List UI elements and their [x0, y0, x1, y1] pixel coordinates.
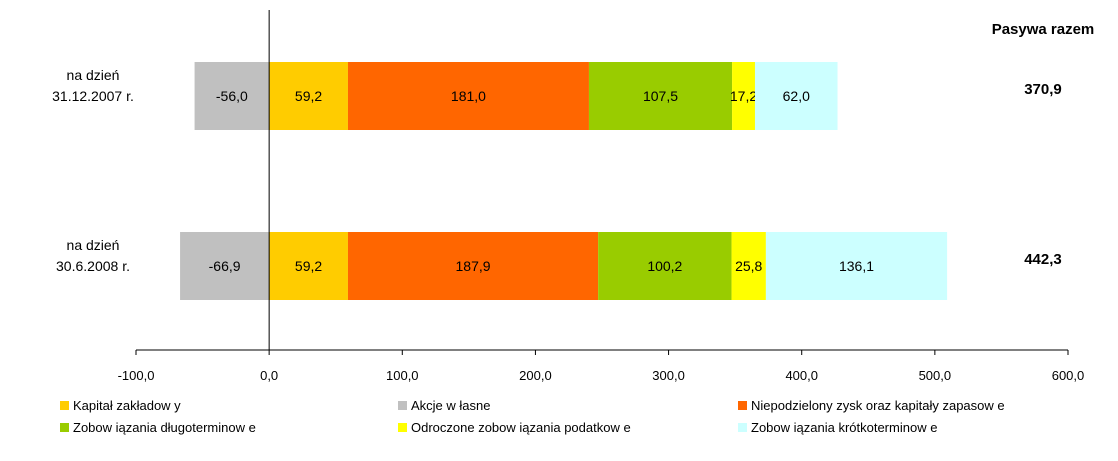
bar-segment	[180, 232, 270, 300]
legend-label: Zobow iązania długoterminow e	[73, 420, 256, 435]
segment-value-label: -56,0	[216, 88, 248, 104]
segment-value-label: 107,5	[643, 88, 678, 104]
segment-value-label: 100,2	[647, 258, 682, 274]
segment-value-label: 62,0	[783, 88, 810, 104]
legend-swatch	[738, 423, 747, 432]
bar-segment	[731, 232, 766, 300]
bar-segment	[598, 232, 732, 300]
legend-label: Odroczone zobow iązania podatkow e	[411, 420, 631, 435]
bar-segment	[194, 62, 270, 130]
segment-value-label: 25,8	[735, 258, 762, 274]
x-tick-label: 500,0	[919, 368, 952, 383]
x-tick-label: -100,0	[118, 368, 155, 383]
x-tick-label: 600,0	[1052, 368, 1085, 383]
legend-swatch	[398, 401, 407, 410]
bar-segment	[588, 62, 733, 130]
legend-label: Akcje w łasne	[411, 398, 490, 413]
segment-value-label: 187,9	[456, 258, 491, 274]
x-tick-label: 100,0	[386, 368, 419, 383]
category-label: 30.6.2008 r.	[56, 258, 130, 274]
bar-segment	[732, 62, 755, 130]
total-value: 442,3	[1024, 251, 1062, 268]
category-label: na dzień	[67, 237, 120, 253]
segment-value-label: -66,9	[209, 258, 241, 274]
x-tick-label: 200,0	[519, 368, 552, 383]
bar-segment	[347, 232, 599, 300]
legend-swatch	[398, 423, 407, 432]
category-label: na dzień	[67, 67, 120, 83]
segment-value-label: 59,2	[295, 88, 322, 104]
segment-value-label: 59,2	[295, 258, 322, 274]
bar-segment	[269, 62, 348, 130]
legend-label: Zobow iązania krótkoterminow e	[751, 420, 937, 435]
legend-swatch	[738, 401, 747, 410]
total-value: 370,9	[1024, 81, 1062, 98]
totals-title: Pasywa razem	[992, 21, 1095, 38]
bar-segment	[765, 232, 948, 300]
legend-swatch	[60, 423, 69, 432]
segment-value-label: 136,1	[839, 258, 874, 274]
x-tick-label: 300,0	[652, 368, 685, 383]
x-tick-label: 400,0	[785, 368, 818, 383]
segment-value-label: 17,2	[730, 88, 757, 104]
bar-segment	[347, 62, 589, 130]
category-label: 31.12.2007 r.	[52, 88, 134, 104]
bar-segment	[754, 62, 838, 130]
legend-swatch	[60, 401, 69, 410]
x-tick-label: 0,0	[260, 368, 278, 383]
legend-label: Kapitał zakładow y	[73, 398, 181, 413]
segment-value-label: 181,0	[451, 88, 486, 104]
legend-label: Niepodzielony zysk oraz kapitały zapasow…	[751, 398, 1005, 413]
bar-segment	[269, 232, 348, 300]
